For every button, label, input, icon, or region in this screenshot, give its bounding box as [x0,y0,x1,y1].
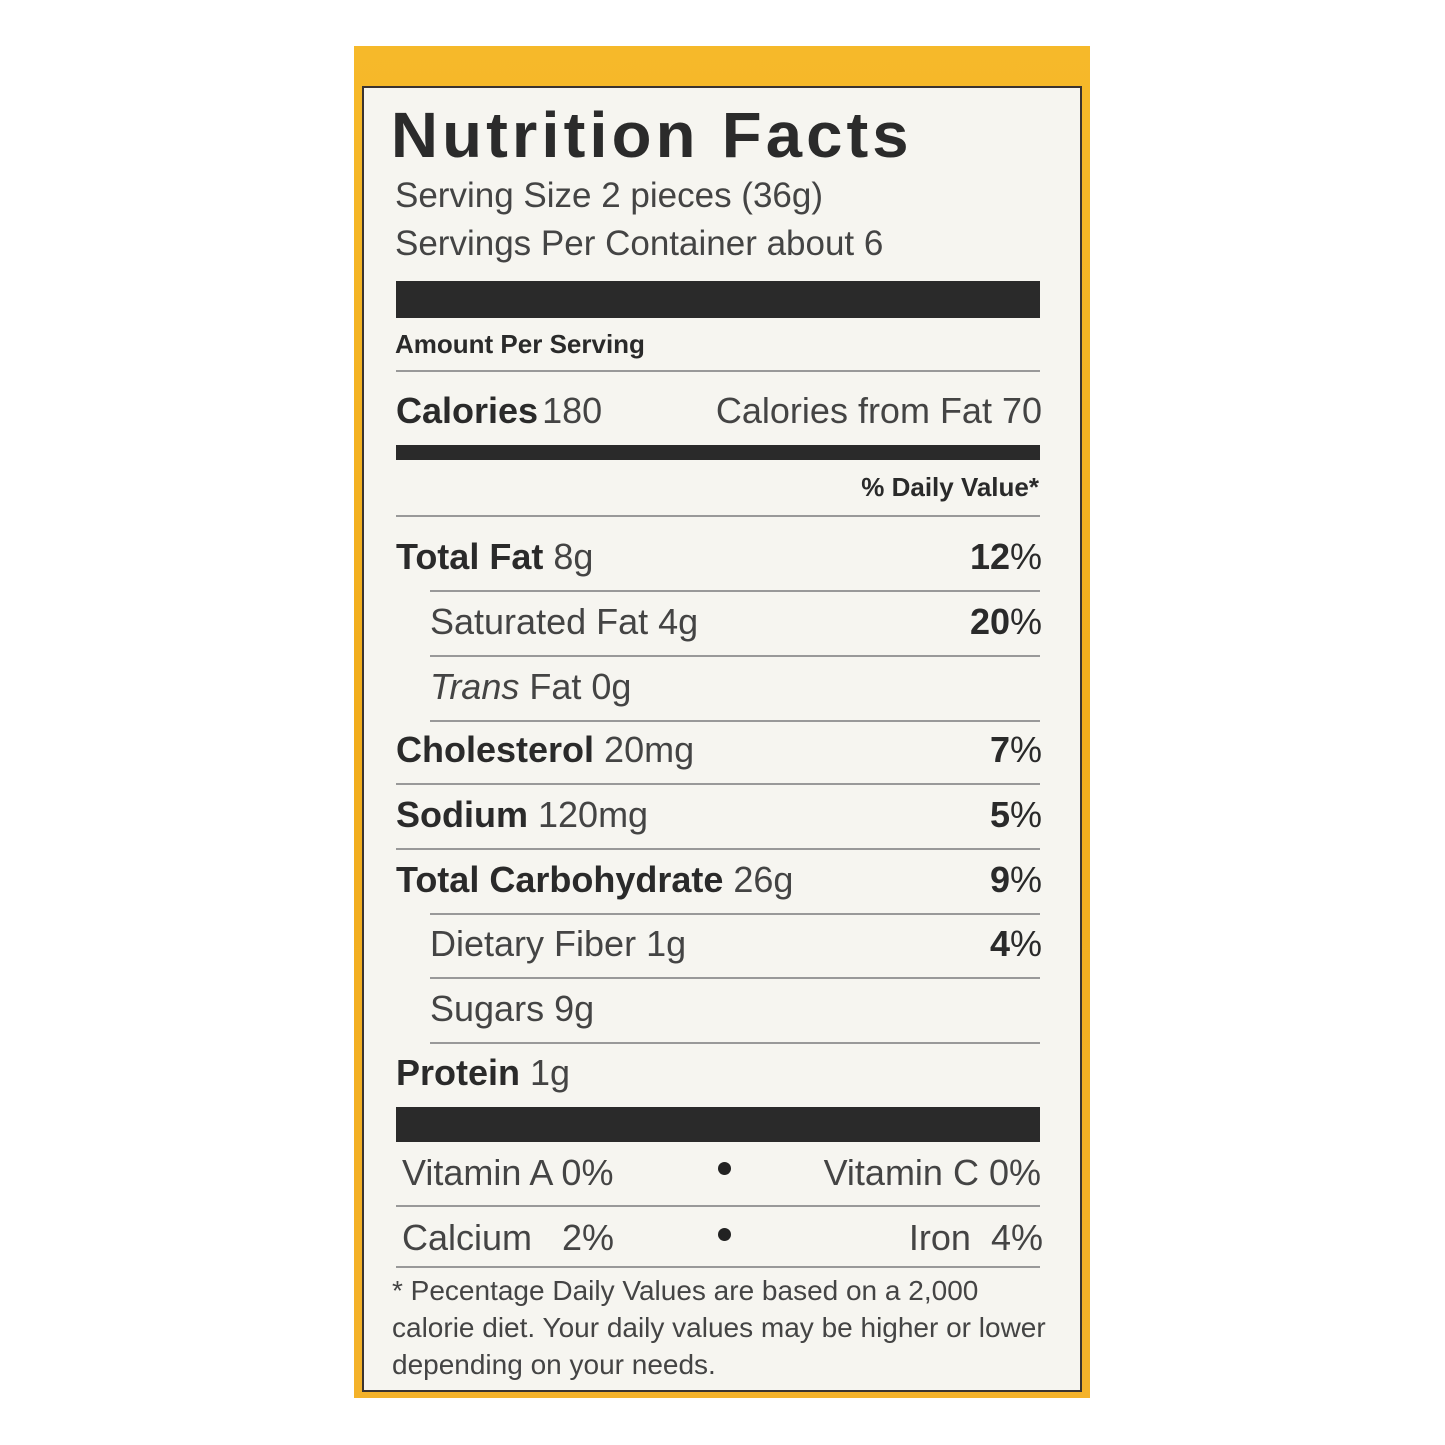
nutrient-name: Sugars [430,988,545,1029]
nutrient-name: Total Carbohydrate [396,859,724,900]
thick-divider [396,281,1040,318]
label-title: Nutrition Facts [390,99,913,171]
divider [430,1042,1040,1044]
nutrient-row: Sugars 9g [430,984,1042,1034]
servings-per-container: Servings Per Container about 6 [395,224,884,263]
nutrient-name: Cholesterol [396,729,595,770]
nutrient-amount: 1g [646,923,687,964]
divider [396,370,1040,372]
nutrient-amount: 20mg [604,729,695,770]
bullet-icon [718,1228,731,1241]
nutrient-amount: 120mg [538,794,649,835]
nutrient-row: Sodium 120mg 5% [396,790,1042,840]
nutrient-name: Trans [430,666,520,707]
calcium: Calcium 2% [402,1217,615,1258]
divider [396,848,1040,850]
nutrient-amount: 0g [591,666,632,707]
footnote: * Pecentage Daily Values are based on a … [392,1275,1046,1380]
nutrient-row: Total Carbohydrate 26g 9% [396,855,1042,905]
nutrient-amount: 26g [733,859,794,900]
nutrient-amount: 4g [658,601,699,642]
daily-value-percent: 9% [989,859,1042,900]
vitamin-c: Vitamin C 0% [823,1152,1041,1193]
daily-value-header: % Daily Value* [861,472,1039,502]
divider [396,1205,1040,1207]
nutrient-amount: 8g [553,536,594,577]
daily-value-percent: 12% [969,536,1042,577]
nutrient-row: Cholesterol 20mg 7% [396,725,1042,775]
bullet-icon [718,1162,731,1175]
vitamin-a: Vitamin A 0% [402,1152,614,1193]
nutrient-amount: 9g [554,988,595,1029]
divider [396,1266,1040,1268]
divider [430,720,1040,722]
calories-from-fat: Calories from Fat 70 [715,390,1042,431]
daily-value-percent: 7% [989,729,1042,770]
daily-value-percent: 4% [989,923,1042,964]
iron: Iron 4% [908,1217,1043,1258]
nutrient-row: Total Fat 8g 12% [396,532,1042,582]
calories-label: Calories [396,390,539,431]
calories-value: 180 [542,390,603,431]
nutrient-amount: 1g [530,1052,571,1093]
divider [430,590,1040,592]
nutrient-name-suffix: Fat [529,666,582,707]
daily-value-percent: 5% [989,794,1042,835]
divider [430,913,1040,915]
medium-divider [396,445,1040,460]
nutrient-name: Dietary Fiber [430,923,637,964]
nutrient-row: Protein 1g [396,1048,1042,1098]
nutrient-row: Trans Fat 0g [430,662,1042,712]
amount-per-serving: Amount Per Serving [395,329,645,359]
nutrient-name: Total Fat [396,536,544,577]
nutrient-row: Dietary Fiber 1g 4% [430,919,1042,969]
nutrient-name: Saturated Fat [430,601,649,642]
thick-divider [396,1107,1040,1142]
serving-size: Serving Size 2 pieces (36g) [395,176,823,215]
calories-row: Calories 180 Calories from Fat 70 [396,386,1042,436]
nutrient-name: Protein [396,1052,521,1093]
nutrient-name: Sodium [396,794,528,835]
daily-value-percent: 20% [969,601,1042,642]
divider [396,783,1040,785]
divider [430,655,1040,657]
nutrient-row: Saturated Fat 4g 20% [430,597,1042,647]
divider [430,977,1040,979]
divider [396,515,1040,517]
